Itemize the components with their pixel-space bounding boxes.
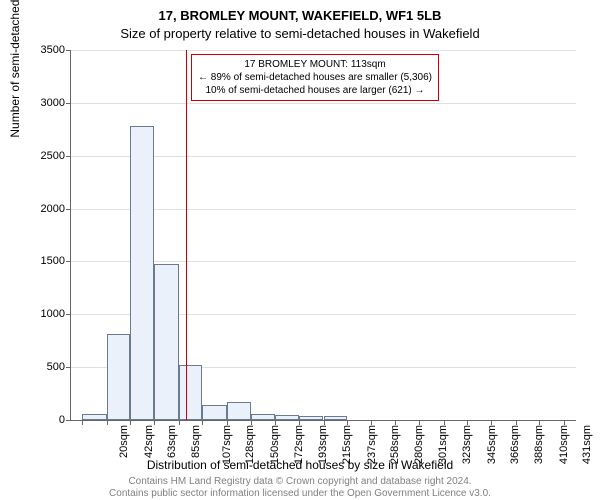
ytick-mark — [66, 420, 71, 421]
xtick-mark — [107, 420, 108, 425]
plot-area: 17 BROMLEY MOUNT: 113sqm← 89% of semi-de… — [70, 50, 576, 421]
footer-line2: Contains public sector information licen… — [0, 488, 600, 499]
xtick-label: 366sqm — [509, 425, 521, 464]
ytick-label: 2000 — [25, 203, 65, 215]
histogram-bar — [275, 415, 299, 420]
histogram-bar — [202, 405, 226, 420]
xtick-label: 323sqm — [461, 425, 473, 464]
annotation-box: 17 BROMLEY MOUNT: 113sqm← 89% of semi-de… — [191, 54, 439, 101]
xtick-mark — [82, 420, 83, 425]
xtick-label: 107sqm — [221, 425, 233, 464]
chart-title-line2: Size of property relative to semi-detach… — [0, 26, 600, 41]
chart-container: 17, BROMLEY MOUNT, WAKEFIELD, WF1 5LB Si… — [0, 0, 600, 500]
histogram-bar — [299, 416, 323, 420]
gridline — [71, 50, 576, 51]
ytick-label: 1000 — [25, 308, 65, 320]
annotation-line1: 17 BROMLEY MOUNT: 113sqm — [198, 58, 432, 71]
xtick-label: 42sqm — [143, 425, 155, 458]
xtick-mark — [130, 420, 131, 425]
xtick-label: 410sqm — [558, 425, 570, 464]
xtick-label: 172sqm — [293, 425, 305, 464]
xtick-label: 345sqm — [486, 425, 498, 464]
ytick-mark — [66, 261, 71, 262]
annotation-line3: 10% of semi-detached houses are larger (… — [198, 84, 432, 97]
xtick-label: 258sqm — [389, 425, 401, 464]
annotation-line2: ← 89% of semi-detached houses are smalle… — [198, 71, 432, 84]
ytick-label: 1500 — [25, 255, 65, 267]
chart-title-line1: 17, BROMLEY MOUNT, WAKEFIELD, WF1 5LB — [0, 8, 600, 23]
xtick-label: 280sqm — [413, 425, 425, 464]
xtick-mark — [202, 420, 203, 425]
ytick-mark — [66, 50, 71, 51]
ytick-mark — [66, 314, 71, 315]
ytick-label: 2500 — [25, 150, 65, 162]
xtick-label: 215sqm — [341, 425, 353, 464]
xtick-label: 150sqm — [269, 425, 281, 464]
property-marker-line — [186, 50, 187, 420]
histogram-bar — [82, 414, 106, 420]
ytick-label: 0 — [25, 414, 65, 426]
histogram-bar — [179, 365, 202, 420]
xtick-label: 431sqm — [581, 425, 593, 464]
ytick-label: 500 — [25, 361, 65, 373]
xtick-mark — [179, 420, 180, 425]
xtick-label: 301sqm — [437, 425, 449, 464]
gridline — [71, 103, 576, 104]
ytick-mark — [66, 367, 71, 368]
histogram-bar — [154, 264, 178, 420]
histogram-bar — [324, 416, 347, 420]
histogram-bar — [251, 414, 274, 420]
footer-line1: Contains HM Land Registry data © Crown c… — [0, 476, 600, 487]
ytick-mark — [66, 103, 71, 104]
xtick-label: 20sqm — [118, 425, 130, 458]
xtick-label: 388sqm — [534, 425, 546, 464]
histogram-bar — [130, 126, 154, 420]
histogram-bar — [107, 334, 130, 420]
y-axis-label: Number of semi-detached properties — [8, 0, 22, 138]
xtick-label: 63sqm — [166, 425, 178, 458]
ytick-label: 3000 — [25, 97, 65, 109]
xtick-label: 193sqm — [317, 425, 329, 464]
xtick-label: 85sqm — [190, 425, 202, 458]
ytick-mark — [66, 156, 71, 157]
histogram-bar — [227, 402, 251, 420]
ytick-label: 3500 — [25, 44, 65, 56]
xtick-label: 128sqm — [244, 425, 256, 464]
xtick-label: 237sqm — [366, 425, 378, 464]
ytick-mark — [66, 209, 71, 210]
